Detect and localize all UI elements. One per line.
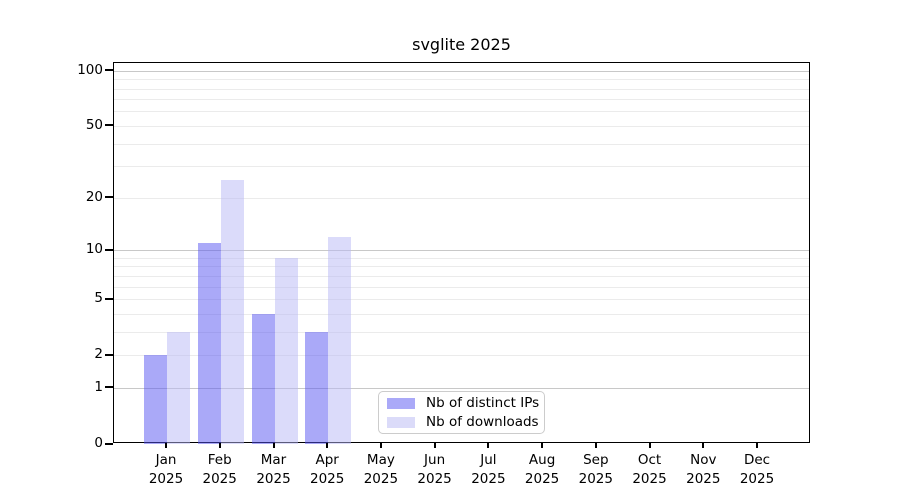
bar-distinct-ips-mar [251, 313, 275, 444]
y-tick-5 [105, 297, 113, 300]
bar-distinct-ips-feb [197, 243, 221, 444]
y-tick-label-1: 1 [94, 378, 103, 395]
y-gridline-30 [114, 166, 809, 168]
x-tick-label-sep: Sep 2025 [578, 452, 613, 487]
y-tick-label-50: 50 [85, 116, 103, 133]
y-gridline-3 [114, 331, 809, 333]
y-gridline-100 [114, 70, 809, 72]
x-tick-label-jan: Jan 2025 [148, 452, 184, 487]
y-tick-50 [105, 124, 113, 127]
y-tick-label-0: 0 [94, 435, 103, 451]
x-tick-may [379, 443, 382, 448]
y-tick-label-100: 100 [77, 61, 103, 78]
bars-layer [114, 63, 809, 444]
x-tick-aug [541, 443, 544, 448]
y-gridline-80 [114, 88, 809, 90]
x-tick-label-may: May 2025 [363, 452, 399, 487]
y-tick-10 [105, 248, 113, 251]
y-tick-100 [105, 69, 113, 72]
x-tick-oct [648, 443, 651, 448]
legend-label-downloads: Nb of downloads [426, 414, 539, 430]
x-tick-jun [433, 443, 436, 448]
y-gridline-60 [114, 111, 809, 113]
x-tick-label-nov: Nov 2025 [686, 452, 721, 487]
y-tick-label-2: 2 [94, 346, 103, 363]
legend-label-distinct-ips: Nb of distinct IPs [426, 395, 540, 411]
legend: Nb of distinct IPs Nb of downloads [378, 391, 545, 434]
bar-distinct-ips-apr [305, 331, 329, 444]
x-tick-label-aug: Aug 2025 [524, 452, 560, 487]
y-gridline-7 [114, 275, 809, 277]
y-gridline-40 [114, 143, 809, 145]
chart-title: svglite 2025 [412, 35, 511, 54]
x-tick-sep [594, 443, 597, 448]
gridlines-layer [114, 63, 809, 442]
y-gridline-4 [114, 313, 809, 315]
x-tick-label-oct: Oct 2025 [632, 452, 667, 487]
y-tick-label-20: 20 [85, 188, 103, 205]
x-tick-dec [756, 443, 758, 448]
bar-downloads-apr [328, 236, 352, 444]
y-gridline-9 [114, 257, 809, 259]
x-tick-feb [218, 443, 221, 448]
x-tick-mar [272, 443, 275, 448]
y-gridline-10 [114, 250, 809, 251]
bar-downloads-jan [167, 331, 190, 444]
legend-item-downloads: Nb of downloads [379, 413, 544, 432]
y-tick-1 [105, 386, 113, 389]
y-gridline-5 [114, 299, 809, 300]
x-tick-jan [165, 443, 167, 448]
y-tick-20 [105, 196, 113, 199]
y-gridline-8 [114, 266, 809, 268]
y-tick-0 [105, 442, 113, 445]
x-tick-label-jun: Jun 2025 [417, 452, 452, 487]
bar-downloads-feb [220, 180, 244, 444]
legend-item-distinct-ips: Nb of distinct IPs [379, 394, 544, 413]
x-tick-label-mar: Mar 2025 [256, 452, 291, 487]
y-tick-label-5: 5 [94, 290, 103, 306]
x-tick-label-dec: Dec 2025 [739, 452, 775, 487]
legend-swatch-downloads-icon [387, 416, 415, 428]
x-tick-apr [326, 443, 329, 448]
y-gridline-6 [114, 286, 809, 288]
y-tick-2 [105, 353, 113, 356]
y-gridline-20 [114, 197, 809, 199]
bar-downloads-mar [274, 257, 298, 444]
y-gridline-70 [114, 99, 809, 101]
legend-swatch-distinct-ips-icon [387, 397, 415, 409]
y-gridline-50 [114, 125, 809, 127]
y-gridline-90 [114, 79, 809, 81]
bar-distinct-ips-jan [144, 355, 167, 444]
x-tick-jul [487, 443, 490, 448]
plot-area [113, 62, 810, 444]
x-tick-label-apr: Apr 2025 [310, 452, 345, 487]
x-tick-label-jul: Jul 2025 [471, 452, 506, 487]
x-tick-label-feb: Feb 2025 [202, 452, 237, 487]
y-tick-label-10: 10 [85, 241, 103, 257]
y-gridline-2 [114, 355, 809, 357]
y-gridline-1 [114, 387, 809, 389]
x-tick-nov [702, 443, 705, 448]
